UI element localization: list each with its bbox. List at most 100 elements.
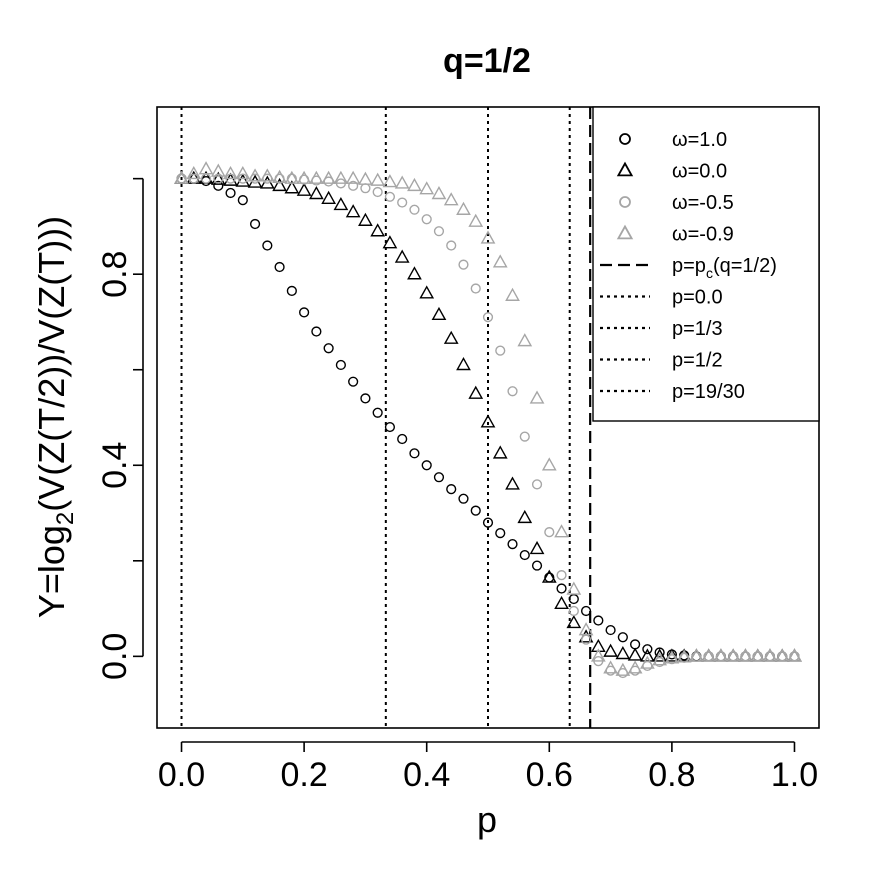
x-tick-label-4: 0.8 bbox=[648, 756, 695, 794]
point-s1-21 bbox=[431, 306, 447, 321]
y-axis-label-suffix: (V(Z(T/2))/V(Z(T))) bbox=[31, 216, 72, 512]
point-s1-9 bbox=[284, 180, 300, 194]
point-s1-31 bbox=[554, 595, 569, 610]
legend-box bbox=[592, 106, 820, 422]
point-s3-17 bbox=[382, 174, 398, 188]
chart-title: q=1/2 bbox=[443, 42, 531, 80]
legend-entry-7: p=1/2 bbox=[600, 350, 723, 372]
point-s1-5 bbox=[235, 173, 251, 187]
point-s3-30 bbox=[541, 457, 557, 471]
x-tick-label-0: 0.0 bbox=[158, 756, 205, 794]
point-s3-44 bbox=[713, 648, 729, 662]
legend-label-3: ω=-0.9 bbox=[672, 224, 734, 246]
legend-entry-1: ω=0.0 bbox=[616, 161, 727, 183]
point-s1-17 bbox=[382, 235, 398, 249]
point-s3-0 bbox=[174, 170, 189, 184]
point-s1-26 bbox=[492, 445, 508, 459]
legend-entry-6: p=1/3 bbox=[600, 318, 723, 340]
point-s2-26 bbox=[495, 345, 506, 356]
point-s0-9 bbox=[286, 285, 297, 297]
point-s2-25 bbox=[482, 312, 494, 323]
x-tick-label-1: 0.2 bbox=[280, 756, 327, 794]
point-s2-12 bbox=[323, 176, 334, 187]
point-s1-39 bbox=[652, 648, 667, 662]
point-s0-17 bbox=[384, 421, 396, 433]
point-s2-23 bbox=[458, 259, 469, 270]
point-s0-23 bbox=[458, 493, 469, 504]
x-axis: 0.0 0.2 0.4 0.6 0.8 1.0 bbox=[158, 741, 818, 794]
point-s3-32 bbox=[566, 581, 582, 595]
point-s1-15 bbox=[358, 212, 373, 226]
point-s0-21 bbox=[433, 472, 445, 483]
point-s3-25 bbox=[480, 230, 496, 244]
point-s3-2 bbox=[198, 161, 214, 175]
point-s1-18 bbox=[394, 249, 410, 263]
point-s1-27 bbox=[505, 476, 520, 490]
point-s1-28 bbox=[517, 509, 533, 524]
legend-label-0: ω=1.0 bbox=[672, 129, 727, 151]
point-s1-36 bbox=[615, 646, 631, 660]
point-s0-6 bbox=[249, 218, 261, 230]
point-s0-16 bbox=[372, 407, 383, 418]
y-axis-label-prefix: Y=log bbox=[31, 525, 72, 618]
point-s0-22 bbox=[446, 484, 457, 495]
point-s1-30 bbox=[541, 569, 557, 583]
point-s3-45 bbox=[725, 648, 741, 662]
point-s3-12 bbox=[321, 170, 336, 184]
point-s1-4 bbox=[223, 172, 238, 186]
point-s3-35 bbox=[603, 660, 618, 674]
y-tick-label-0: 0.0 bbox=[96, 633, 134, 680]
point-s2-14 bbox=[348, 180, 359, 191]
point-s3-31 bbox=[554, 524, 569, 538]
legend-entry-3: ω=-0.9 bbox=[616, 224, 734, 246]
point-s1-35 bbox=[603, 643, 618, 657]
point-s1-19 bbox=[407, 266, 422, 280]
point-s0-31 bbox=[556, 583, 567, 594]
point-s1-11 bbox=[309, 186, 324, 200]
point-s3-48 bbox=[762, 648, 778, 662]
legend-entry-5: p=0.0 bbox=[600, 287, 723, 309]
point-s1-14 bbox=[345, 204, 361, 218]
y-tick-label-2: 0.8 bbox=[96, 251, 134, 298]
legend-label-6: p=1/3 bbox=[672, 318, 723, 340]
point-s3-5 bbox=[235, 165, 251, 180]
legend-label-7: p=1/2 bbox=[672, 350, 723, 372]
reference-lines bbox=[180, 107, 592, 728]
point-s0-20 bbox=[421, 460, 432, 471]
point-s3-40 bbox=[664, 650, 680, 664]
point-s3-29 bbox=[529, 390, 545, 404]
point-s0-38 bbox=[642, 644, 653, 655]
point-s3-27 bbox=[505, 287, 520, 301]
point-s2-15 bbox=[360, 183, 371, 194]
point-s0-29 bbox=[531, 560, 543, 571]
point-s0-12 bbox=[323, 343, 334, 354]
point-s3-41 bbox=[676, 649, 692, 663]
legend-entry-8: p=19/30 bbox=[600, 381, 745, 403]
point-s2-16 bbox=[372, 186, 383, 198]
x-tick-label-3: 0.6 bbox=[526, 756, 573, 794]
y-axis-label: Y=log2(V(Z(T/2))/V(Z(T))) bbox=[31, 216, 79, 618]
point-s3-1 bbox=[186, 165, 202, 180]
y-tick-label-1: 0.4 bbox=[96, 442, 134, 489]
point-s3-21 bbox=[431, 186, 447, 200]
point-s2-20 bbox=[421, 214, 432, 225]
point-s0-10 bbox=[299, 307, 310, 318]
point-s3-43 bbox=[701, 648, 717, 662]
legend-label-2: ω=-0.5 bbox=[672, 192, 734, 214]
point-s2-24 bbox=[470, 283, 481, 294]
point-s1-12 bbox=[321, 190, 336, 204]
point-s0-27 bbox=[507, 538, 518, 550]
point-s2-19 bbox=[409, 204, 420, 215]
legend-triangle-icon bbox=[616, 224, 634, 240]
point-s0-18 bbox=[397, 433, 408, 445]
point-s3-42 bbox=[689, 648, 704, 662]
x-tick-label-5: 1.0 bbox=[771, 756, 818, 794]
point-s3-9 bbox=[284, 170, 300, 184]
point-s3-20 bbox=[419, 181, 435, 195]
point-s2-22 bbox=[446, 240, 457, 251]
point-s3-19 bbox=[407, 177, 422, 192]
point-s0-33 bbox=[580, 605, 592, 617]
point-s0-39 bbox=[654, 647, 665, 658]
point-s2-30 bbox=[544, 527, 555, 538]
